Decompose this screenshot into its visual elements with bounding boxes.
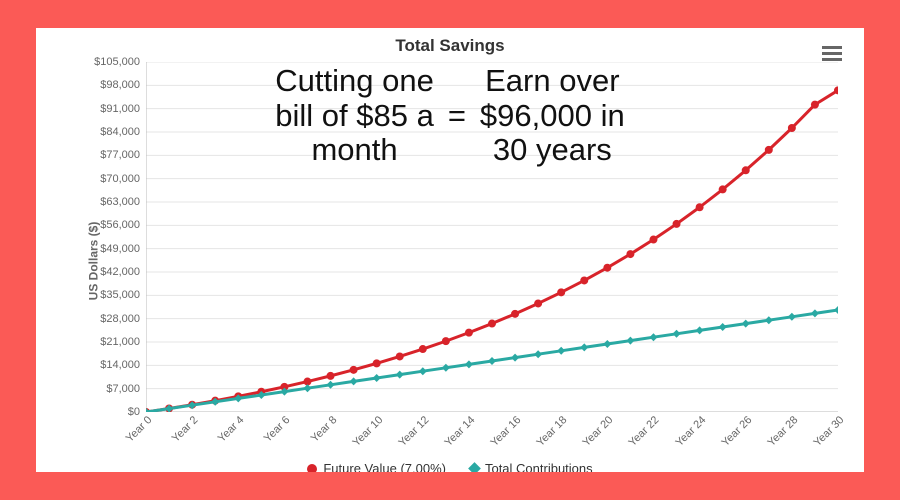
y-tick-label: $84,000 (82, 126, 140, 138)
y-tick-label: $49,000 (82, 243, 140, 255)
x-tick-label: Year 0 (124, 414, 155, 445)
x-tick-label: Year 24 (673, 414, 708, 449)
y-tick-label: $91,000 (82, 103, 140, 115)
chart-legend: Future Value (7.00%) Total Contributions (36, 461, 864, 472)
y-tick-label: $77,000 (82, 149, 140, 161)
y-axis-ticks: $0$7,000$14,000$21,000$28,000$35,000$42,… (82, 62, 144, 412)
plot-area-wrapper: US Dollars ($) $0$7,000$14,000$21,000$28… (60, 62, 846, 460)
x-tick-label: Year 22 (627, 414, 662, 449)
x-tick-label: Year 10 (350, 414, 385, 449)
chart-card: Total Savings US Dollars ($) $0$7,000$14… (36, 28, 864, 472)
legend-label: Future Value (7.00%) (323, 461, 446, 472)
y-tick-label: $105,000 (82, 56, 140, 68)
x-tick-label: Year 6 (262, 414, 293, 445)
hamburger-icon (822, 46, 842, 62)
y-tick-label: $21,000 (82, 336, 140, 348)
y-tick-label: $63,000 (82, 196, 140, 208)
x-tick-label: Year 8 (308, 414, 339, 445)
legend-item-contributions[interactable]: Total Contributions (470, 461, 593, 472)
x-tick-label: Year 14 (442, 414, 477, 449)
x-tick-label: Year 20 (581, 414, 616, 449)
y-tick-label: $0 (82, 406, 140, 418)
y-tick-label: $28,000 (82, 313, 140, 325)
chart-title: Total Savings (36, 28, 864, 56)
y-tick-label: $56,000 (82, 219, 140, 231)
x-tick-label: Year 18 (535, 414, 570, 449)
y-tick-label: $70,000 (82, 173, 140, 185)
y-tick-label: $7,000 (82, 383, 140, 395)
x-tick-label: Year 16 (489, 414, 524, 449)
x-tick-label: Year 28 (765, 414, 800, 449)
legend-label: Total Contributions (485, 461, 593, 472)
legend-swatch-diamond-icon (468, 462, 481, 472)
x-tick-label: Year 26 (719, 414, 754, 449)
chart-svg (146, 62, 838, 412)
plot-area (146, 62, 838, 412)
legend-item-future-value[interactable]: Future Value (7.00%) (307, 461, 446, 472)
x-tick-label: Year 12 (396, 414, 431, 449)
y-tick-label: $98,000 (82, 79, 140, 91)
legend-swatch-circle-icon (307, 464, 317, 473)
x-axis-ticks: Year 0Year 2Year 4Year 6Year 8Year 10Yea… (146, 412, 838, 460)
y-tick-label: $35,000 (82, 289, 140, 301)
y-tick-label: $14,000 (82, 359, 140, 371)
y-tick-label: $42,000 (82, 266, 140, 278)
x-tick-label: Year 30 (811, 414, 846, 449)
x-tick-label: Year 4 (216, 414, 247, 445)
outer-frame: Total Savings US Dollars ($) $0$7,000$14… (0, 0, 900, 500)
x-tick-label: Year 2 (170, 414, 201, 445)
